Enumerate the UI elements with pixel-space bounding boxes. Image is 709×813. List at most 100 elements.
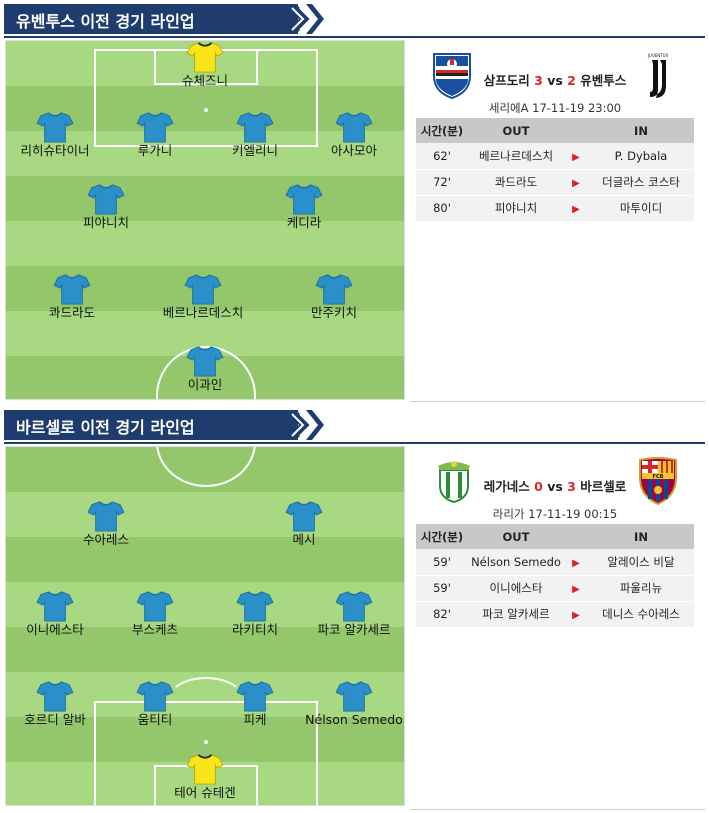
substitutions-table: 시간(분) OUT IN 62' 베르나르데스치 ▶ P. Dybala 72'… [416, 118, 694, 222]
shirt-icon [335, 680, 373, 712]
column-header: OUT [468, 118, 564, 143]
sub-out: 파코 알카세르 [468, 601, 564, 628]
sub-minute: 72' [416, 169, 468, 196]
player[interactable]: 부스케츠 [100, 590, 210, 637]
shirt-icon [136, 680, 174, 712]
sub-minute: 59' [416, 549, 468, 576]
chevron-double-icon [284, 410, 324, 440]
section-title: 바르셀로 이전 경기 라인업 [4, 410, 298, 440]
shirt-icon [315, 273, 353, 305]
shirt-icon [36, 111, 74, 143]
match-score: 삼프도리 3 vs 2 유벤투스 [470, 70, 640, 89]
league-date: 라리가 17-11-19 00:15 [492, 507, 618, 521]
player[interactable]: 이과인 [150, 345, 260, 392]
column-header: OUT [468, 524, 564, 549]
player[interactable]: 리히슈타이너 [6, 111, 110, 158]
player-name: Nélson Semedo [305, 712, 403, 727]
player-name: 부스케츠 [131, 622, 178, 637]
shirt-icon [36, 680, 74, 712]
arrow-right-icon: ▶ [564, 143, 588, 170]
player[interactable]: 메시 [249, 500, 359, 547]
svg-text:JUVENTUS: JUVENTUS [647, 53, 669, 58]
shirt-icon [285, 500, 323, 532]
player[interactable]: 라키티치 [200, 590, 310, 637]
juventus-lineup-section: 유벤투스 이전 경기 라인업 슈체즈니 리히슈타이너 루가니 [0, 0, 709, 402]
player-name: 이과인 [187, 377, 223, 392]
player[interactable]: 피케 [200, 680, 310, 727]
table-header-row: 시간(분) OUT IN [416, 118, 694, 143]
table-row: 62' 베르나르데스치 ▶ P. Dybala [416, 143, 694, 170]
player[interactable]: 이니에스타 [6, 590, 110, 637]
home-team: 레가네스 [483, 479, 530, 494]
title-underline [4, 36, 705, 38]
home-score: 3 [534, 73, 543, 88]
player[interactable]: 키엘리니 [200, 111, 310, 158]
player[interactable]: 파코 알카세르 [299, 590, 404, 637]
arrow-right-icon: ▶ [564, 169, 588, 196]
sampdoria-crest-icon [433, 53, 471, 100]
player[interactable]: 움티티 [100, 680, 210, 727]
juventus-crest-icon: JUVENTUS [647, 53, 669, 98]
sub-in: 마투이디 [588, 195, 694, 222]
player[interactable]: 베르나르데스치 [148, 273, 258, 320]
column-header: IN [588, 524, 694, 549]
player-name: 슈체즈니 [181, 73, 228, 88]
away-score: 2 [567, 73, 576, 88]
penalty-arc [166, 677, 246, 727]
sub-minute: 59' [416, 575, 468, 602]
divider [410, 401, 705, 402]
sub-out: Nélson Semedo [468, 549, 564, 576]
shirt-icon [53, 273, 91, 305]
table-row: 59' 이니에스타 ▶ 파울리뉴 [416, 575, 694, 602]
player[interactable]: 콰드라도 [17, 273, 127, 320]
player[interactable]: 수아레스 [51, 500, 161, 547]
player-name: 이니에스타 [26, 622, 84, 637]
shirt-icon [236, 680, 274, 712]
column-header-arrow [564, 118, 588, 143]
player[interactable]: 피야니치 [51, 183, 161, 230]
sub-in: 알레이스 비달 [588, 549, 694, 576]
penalty-spot [204, 108, 208, 112]
player[interactable]: Nélson Semedo [299, 680, 404, 727]
column-header-arrow [564, 524, 588, 549]
player-name: 케디라 [286, 215, 322, 230]
shirt-icon [136, 590, 174, 622]
player-name: 호르디 알바 [24, 712, 86, 727]
arrow-right-icon: ▶ [564, 575, 588, 602]
player[interactable]: 아사모아 [299, 111, 404, 158]
player-name: 베르나르데스치 [162, 305, 244, 320]
column-header: IN [588, 118, 694, 143]
sub-out: 이니에스타 [468, 575, 564, 602]
player-name: 테어 슈테겐 [174, 785, 236, 800]
penalty-spot [204, 740, 208, 744]
svg-text:FCB: FCB [653, 474, 664, 480]
player[interactable]: 만주키치 [279, 273, 389, 320]
sub-in: P. Dybala [588, 143, 694, 170]
match-score-row: 레가네스 0 vs 3 바르셀로 FCB [410, 452, 700, 506]
player[interactable]: 케디라 [249, 183, 359, 230]
table-row: 72' 콰드라도 ▶ 더글라스 코스타 [416, 169, 694, 196]
player-name: 만주키치 [310, 305, 357, 320]
shirt-icon [236, 111, 274, 143]
arrow-right-icon: ▶ [564, 601, 588, 628]
substitutions-table: 시간(분) OUT IN 59' Nélson Semedo ▶ 알레이스 비달… [416, 524, 694, 628]
shirt-icon [335, 590, 373, 622]
sub-minute: 62' [416, 143, 468, 170]
player[interactable]: 루가니 [100, 111, 210, 158]
player-name: 파코 알카세르 [317, 622, 391, 637]
player-name: 아사모아 [330, 143, 377, 158]
player[interactable]: 호르디 알바 [6, 680, 110, 727]
sub-in: 파울리뉴 [588, 575, 694, 602]
table-row: 80' 피야니치 ▶ 마투이디 [416, 195, 694, 222]
sub-in: 데니스 수아레스 [588, 601, 694, 628]
player[interactable]: 테어 슈테겐 [150, 753, 260, 800]
player-name: 콰드라도 [48, 305, 95, 320]
match-score-row: 삼프도리 3 vs 2 유벤투스 JUVENTUS [410, 46, 700, 100]
barcelona-lineup-section: 바르셀로 이전 경기 라인업 수아레스 메시 이니에스타 [0, 406, 709, 810]
league-date: 세리에A 17-11-19 23:00 [488, 101, 622, 115]
match-info-panel: 삼프도리 3 vs 2 유벤투스 JUVENTUS 세리에A 17-11-19 … [410, 40, 700, 400]
player[interactable]: 슈체즈니 [150, 41, 260, 88]
sub-in: 더글라스 코스타 [588, 169, 694, 196]
arrow-right-icon: ▶ [564, 195, 588, 222]
player-name: 루가니 [137, 143, 173, 158]
